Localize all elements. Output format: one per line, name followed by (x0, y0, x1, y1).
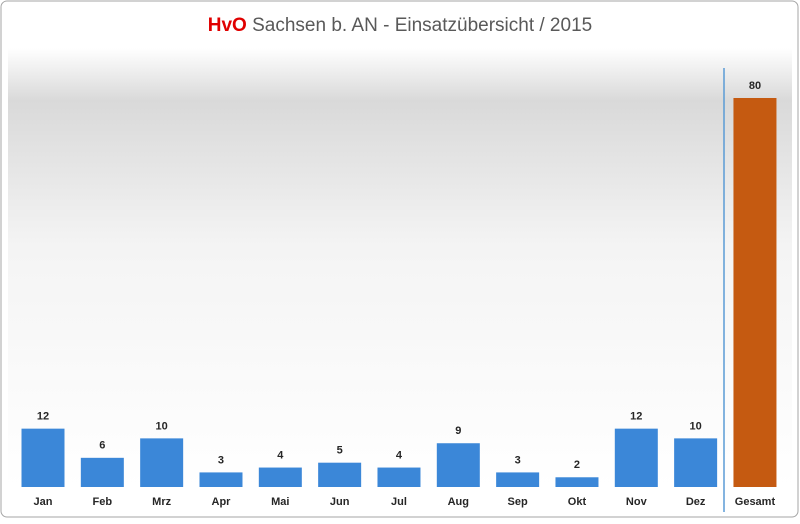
data-label: 3 (515, 454, 521, 466)
data-label: 4 (396, 449, 403, 461)
bar (21, 428, 65, 487)
data-label: 5 (337, 445, 343, 457)
title-rest: Sachsen b. AN - Einsatzübersicht / 2015 (252, 15, 592, 36)
bar (377, 467, 421, 487)
x-tick-label: Jan (34, 496, 53, 508)
data-label: 10 (156, 420, 168, 432)
bar (318, 462, 362, 487)
data-label: 9 (455, 425, 461, 437)
data-label: 12 (37, 411, 49, 423)
bar (436, 443, 480, 487)
x-tick-label: Jun (330, 496, 350, 508)
x-tick-label: Gesamt (735, 496, 776, 508)
data-label: 6 (99, 440, 105, 452)
x-tick-label: Mrz (152, 496, 171, 508)
bar (555, 477, 599, 487)
x-tick-label: Feb (93, 496, 113, 508)
data-label: 12 (630, 411, 642, 423)
x-tick-label: Dez (686, 496, 706, 508)
bar (258, 467, 302, 487)
data-label: 2 (574, 459, 580, 471)
data-label: 3 (218, 454, 224, 466)
bar (140, 438, 184, 487)
bar (80, 457, 124, 487)
x-tick-label: Sep (508, 496, 528, 508)
plot-background (8, 48, 792, 488)
x-tick-label: Nov (626, 496, 648, 508)
data-label: 4 (277, 449, 284, 461)
x-tick-label: Aug (448, 496, 469, 508)
chart-title: HvO Sachsen b. AN - Einsatzübersicht / 2… (208, 15, 592, 36)
title-highlight: HvO (208, 15, 247, 36)
bar (733, 98, 777, 487)
x-tick-label: Apr (212, 496, 232, 508)
data-label: 10 (690, 420, 702, 432)
data-label: 80 (749, 80, 761, 92)
x-tick-label: Jul (391, 496, 407, 508)
bar (496, 472, 540, 487)
bar (614, 428, 658, 487)
bar (674, 438, 718, 487)
bar (199, 472, 243, 487)
x-tick-label: Mai (271, 496, 289, 508)
x-tick-label: Okt (568, 496, 587, 508)
